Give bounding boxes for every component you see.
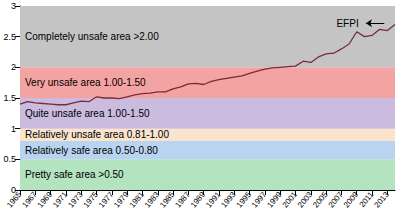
svg-text:0.5: 0.5 <box>3 154 16 164</box>
svg-text:2: 2 <box>11 62 16 72</box>
svg-text:Pretty safe area >0.50: Pretty safe area >0.50 <box>25 169 124 180</box>
svg-text:1975: 1975 <box>82 190 101 210</box>
svg-text:1977: 1977 <box>97 190 116 210</box>
svg-text:2.5: 2.5 <box>3 32 16 42</box>
svg-text:1979: 1979 <box>112 190 131 210</box>
svg-text:1987: 1987 <box>173 190 192 210</box>
svg-text:Relatively safe area 0.50-0.80: Relatively safe area 0.50-0.80 <box>25 145 158 156</box>
svg-text:Quite unsafe area 1.00-1.50: Quite unsafe area 1.00-1.50 <box>25 108 150 119</box>
svg-text:1965: 1965 <box>5 190 24 210</box>
svg-text:2001: 2001 <box>281 190 300 210</box>
svg-text:1973: 1973 <box>66 190 85 210</box>
svg-text:1985: 1985 <box>158 190 177 210</box>
svg-text:2005: 2005 <box>311 190 330 210</box>
svg-text:1981: 1981 <box>128 190 147 210</box>
svg-text:1983: 1983 <box>143 190 162 210</box>
svg-text:2013: 2013 <box>372 190 391 210</box>
svg-text:2009: 2009 <box>342 190 361 210</box>
svg-text:1999: 1999 <box>265 190 284 210</box>
svg-text:3: 3 <box>11 1 16 11</box>
svg-text:1995: 1995 <box>235 190 254 210</box>
svg-text:1989: 1989 <box>189 190 208 210</box>
svg-text:2011: 2011 <box>358 190 376 209</box>
svg-text:Completely unsafe area >2.00: Completely unsafe area >2.00 <box>25 31 159 42</box>
svg-text:Very unsafe area 1.00-1.50: Very unsafe area 1.00-1.50 <box>25 77 146 88</box>
svg-text:2003: 2003 <box>296 190 315 210</box>
svg-text:1971: 1971 <box>51 190 70 210</box>
svg-text:1967: 1967 <box>20 190 39 210</box>
svg-text:EFPI: EFPI <box>336 18 358 29</box>
svg-text:0: 0 <box>11 185 16 195</box>
svg-text:1997: 1997 <box>250 190 269 210</box>
svg-text:1993: 1993 <box>219 190 238 210</box>
svg-text:2007: 2007 <box>327 190 346 210</box>
svg-text:1969: 1969 <box>36 190 55 210</box>
svg-text:1991: 1991 <box>204 190 223 210</box>
svg-text:1.5: 1.5 <box>3 93 16 103</box>
svg-text:Relatively unsafe area 0.81-1.: Relatively unsafe area 0.81-1.00 <box>25 129 169 140</box>
svg-text:1: 1 <box>11 124 16 134</box>
